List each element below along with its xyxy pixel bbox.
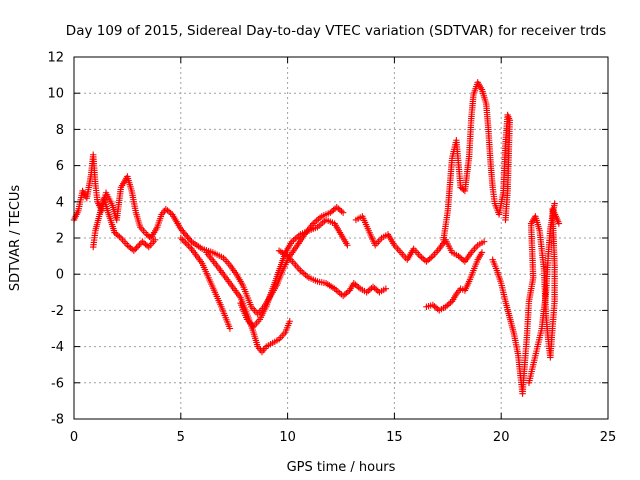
y-tick-label: 12: [47, 51, 64, 66]
data-point-marker: [502, 216, 509, 224]
series-sat-track-i: [489, 205, 563, 397]
data-point-marker: [226, 325, 234, 332]
data-point-marker: [185, 242, 192, 249]
y-tick-label: 0: [56, 268, 64, 283]
series-sat-track-e: [275, 247, 390, 300]
data-point-marker: [382, 285, 390, 292]
data-point-marker: [551, 200, 558, 207]
data-point-marker: [555, 220, 563, 227]
data-point-marker: [132, 245, 139, 253]
x-tick-label: 20: [493, 430, 510, 445]
data-point-marker: [286, 318, 293, 325]
y-tick-label: 10: [47, 87, 64, 102]
data-point-marker: [179, 236, 186, 243]
data-point-marker: [480, 238, 488, 245]
data-point-marker: [177, 234, 184, 242]
y-tick-label: 6: [56, 159, 64, 174]
y-tick-label: -6: [51, 376, 64, 391]
data-point-marker: [130, 247, 138, 254]
chart-title: Day 109 of 2015, Sidereal Day-to-day VTE…: [66, 23, 606, 39]
axis-ticks: [73, 56, 609, 420]
series-sat-track-h: [440, 79, 513, 244]
series-sat-track-g: [423, 249, 486, 314]
x-axis-title: GPS time / hours: [287, 460, 396, 475]
y-tick-label: 4: [56, 195, 64, 210]
axis-tick-labels: -8 -6 -4 -2 0 2 4 6 8 10 12 0 5 10 15 20 25: [47, 51, 616, 446]
data-point-marker: [182, 239, 189, 246]
data-points: [70, 79, 563, 397]
series-sat-track-f: [352, 213, 488, 265]
data-point-marker: [133, 244, 140, 251]
y-tick-label: -4: [51, 340, 64, 355]
data-point-marker: [134, 242, 142, 250]
data-point-marker: [183, 241, 191, 248]
data-point-marker: [478, 249, 486, 256]
series-sat-track-b: [177, 234, 234, 332]
x-tick-label: 10: [279, 430, 296, 445]
data-point-marker: [151, 236, 159, 244]
y-tick-label: 8: [56, 123, 64, 138]
data-point-marker: [339, 209, 347, 216]
x-tick-label: 25: [600, 430, 617, 445]
data-point-marker: [186, 244, 194, 251]
data-point-marker: [136, 241, 143, 248]
y-tick-label: -2: [51, 304, 64, 319]
y-axis-title: SDTVAR / TECUs: [8, 185, 23, 292]
x-tick-label: 0: [70, 430, 78, 445]
data-point-marker: [180, 237, 188, 245]
series-sat-track-k: [90, 194, 159, 254]
data-point-marker: [344, 242, 351, 249]
x-tick-label: 5: [177, 430, 185, 445]
y-tick-label: 2: [56, 232, 64, 247]
series-sat-track-j: [525, 200, 558, 386]
x-tick-label: 15: [386, 430, 403, 445]
y-tick-label: -8: [51, 413, 64, 428]
